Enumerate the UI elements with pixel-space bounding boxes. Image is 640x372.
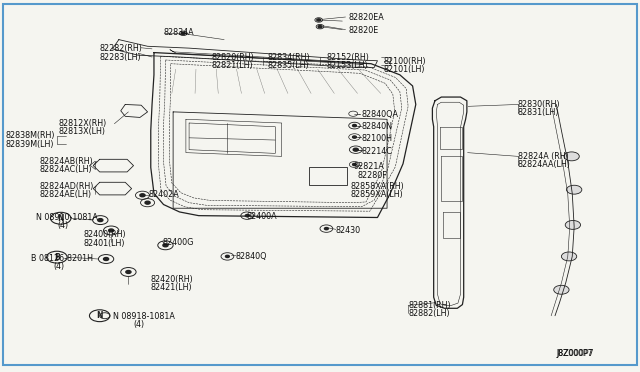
Text: 82813X(LH): 82813X(LH): [58, 127, 105, 137]
Text: 82812X(RH): 82812X(RH): [58, 119, 106, 128]
Text: 82831(LH): 82831(LH): [518, 108, 559, 117]
Text: 82283(LH): 82283(LH): [100, 52, 141, 61]
Text: 82430: 82430: [336, 226, 361, 235]
Text: 82839M(LH): 82839M(LH): [6, 140, 54, 149]
Circle shape: [104, 257, 109, 260]
Circle shape: [109, 229, 114, 232]
Text: B: B: [54, 253, 60, 262]
Circle shape: [145, 201, 150, 204]
Text: 82840N: 82840N: [362, 122, 392, 131]
Text: (4): (4): [53, 262, 64, 271]
Circle shape: [317, 19, 321, 21]
Text: 82820E: 82820E: [349, 26, 379, 35]
Circle shape: [140, 194, 145, 197]
Text: 82282(RH): 82282(RH): [100, 44, 143, 53]
Text: 82400G: 82400G: [163, 238, 194, 247]
Text: 82402A: 82402A: [149, 190, 180, 199]
Text: 82101(LH): 82101(LH): [384, 65, 426, 74]
Text: 82824AA(LH): 82824AA(LH): [518, 160, 571, 169]
Text: 82835(LH): 82835(LH): [268, 61, 309, 70]
Text: (4): (4): [134, 320, 145, 329]
Circle shape: [181, 32, 185, 35]
Circle shape: [245, 215, 249, 217]
Text: B 08126-8201H: B 08126-8201H: [31, 254, 93, 263]
Text: 82153(LH): 82153(LH): [326, 61, 368, 70]
Text: 82824AC(LH): 82824AC(LH): [39, 165, 92, 174]
Circle shape: [225, 255, 229, 257]
Circle shape: [126, 270, 131, 273]
Text: N: N: [97, 311, 103, 320]
Text: 82838M(RH): 82838M(RH): [6, 131, 55, 141]
Text: 82834(RH): 82834(RH): [268, 52, 310, 61]
Text: 92821A: 92821A: [353, 162, 384, 171]
Text: 82280F: 82280F: [357, 171, 387, 180]
Text: 82420(RH): 82420(RH): [151, 275, 193, 284]
Text: 82821(LH): 82821(LH): [211, 61, 253, 70]
Circle shape: [554, 285, 569, 294]
Text: 82858XA(RH): 82858XA(RH): [351, 182, 404, 190]
Text: 82421(LH): 82421(LH): [151, 283, 193, 292]
Text: 82100(RH): 82100(RH): [384, 57, 426, 66]
Text: 82400A: 82400A: [246, 212, 277, 221]
Circle shape: [564, 152, 579, 161]
Text: (4): (4): [57, 221, 68, 230]
Text: 82152(RH): 82152(RH): [326, 52, 369, 61]
Circle shape: [98, 219, 103, 222]
Text: 82881(RH): 82881(RH): [408, 301, 451, 310]
Text: J8Z000P7: J8Z000P7: [556, 349, 594, 358]
Text: N: N: [58, 214, 64, 223]
Text: 82100H: 82100H: [362, 134, 392, 143]
Circle shape: [324, 228, 328, 230]
Circle shape: [353, 136, 356, 138]
Text: 82820(RH): 82820(RH): [211, 52, 254, 61]
Text: 82824AB(RH): 82824AB(RH): [39, 157, 93, 166]
Text: 82830(RH): 82830(RH): [518, 100, 561, 109]
Text: 82820EA: 82820EA: [349, 13, 385, 22]
Circle shape: [561, 252, 577, 261]
Text: 82882(LH): 82882(LH): [408, 309, 450, 318]
Circle shape: [353, 125, 356, 127]
Text: 82859XA(LH): 82859XA(LH): [351, 190, 403, 199]
Text: 82834A: 82834A: [164, 28, 194, 38]
Text: 82214C: 82214C: [362, 147, 392, 155]
Text: 82400(RH): 82400(RH): [84, 230, 126, 240]
Text: 82840Q: 82840Q: [236, 252, 268, 261]
Circle shape: [353, 163, 356, 166]
Text: N 08918-1081A: N 08918-1081A: [113, 312, 175, 321]
Text: 82840QA: 82840QA: [362, 110, 399, 119]
Bar: [308, 167, 347, 185]
Circle shape: [353, 148, 358, 151]
Circle shape: [565, 221, 580, 230]
Text: N 08910-1081A: N 08910-1081A: [36, 213, 98, 222]
Text: 82824AE(LH): 82824AE(LH): [39, 190, 91, 199]
Text: J8Z000P7: J8Z000P7: [556, 349, 593, 358]
Circle shape: [566, 185, 582, 194]
Circle shape: [318, 26, 322, 28]
Circle shape: [163, 244, 168, 247]
Text: 82824A (RH): 82824A (RH): [518, 152, 569, 161]
Text: 82824AD(RH): 82824AD(RH): [39, 182, 93, 190]
Text: 82401(LH): 82401(LH): [84, 238, 125, 248]
